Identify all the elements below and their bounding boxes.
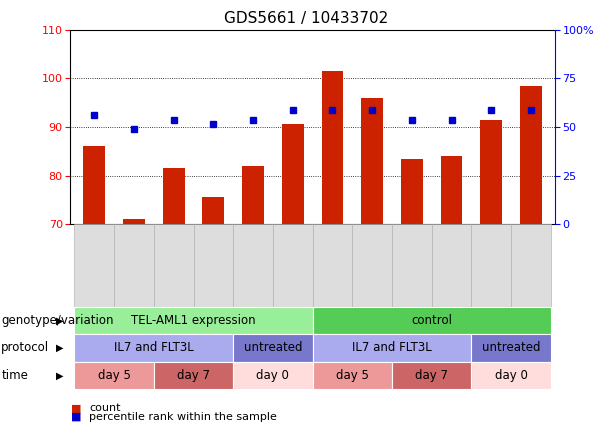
Bar xyxy=(322,71,343,224)
Bar xyxy=(83,146,105,224)
Bar xyxy=(242,166,264,224)
Text: ▶: ▶ xyxy=(56,371,63,380)
Text: ■: ■ xyxy=(70,412,81,422)
Text: control: control xyxy=(411,314,452,327)
Bar xyxy=(202,198,224,224)
Bar xyxy=(123,219,145,224)
Bar xyxy=(282,124,303,224)
Text: day 7: day 7 xyxy=(415,369,448,382)
Text: day 7: day 7 xyxy=(177,369,210,382)
Text: day 0: day 0 xyxy=(256,369,289,382)
Text: ■: ■ xyxy=(70,403,81,413)
Bar xyxy=(481,120,502,224)
Text: untreated: untreated xyxy=(244,341,302,354)
Text: time: time xyxy=(1,369,28,382)
Text: genotype/variation: genotype/variation xyxy=(1,314,114,327)
Text: ▶: ▶ xyxy=(56,316,63,325)
Text: day 5: day 5 xyxy=(97,369,131,382)
Text: ▶: ▶ xyxy=(56,343,63,353)
Text: percentile rank within the sample: percentile rank within the sample xyxy=(89,412,276,422)
Text: TEL-AML1 expression: TEL-AML1 expression xyxy=(131,314,256,327)
Bar xyxy=(163,168,185,224)
Bar xyxy=(401,159,423,224)
Text: IL7 and FLT3L: IL7 and FLT3L xyxy=(352,341,432,354)
Text: GDS5661 / 10433702: GDS5661 / 10433702 xyxy=(224,11,389,25)
Text: IL7 and FLT3L: IL7 and FLT3L xyxy=(114,341,194,354)
Text: day 0: day 0 xyxy=(495,369,528,382)
Bar xyxy=(520,85,542,224)
Text: day 5: day 5 xyxy=(336,369,369,382)
Text: count: count xyxy=(89,403,120,413)
Bar xyxy=(361,98,383,224)
Text: protocol: protocol xyxy=(1,341,50,354)
Text: untreated: untreated xyxy=(482,341,540,354)
Bar xyxy=(441,156,462,224)
